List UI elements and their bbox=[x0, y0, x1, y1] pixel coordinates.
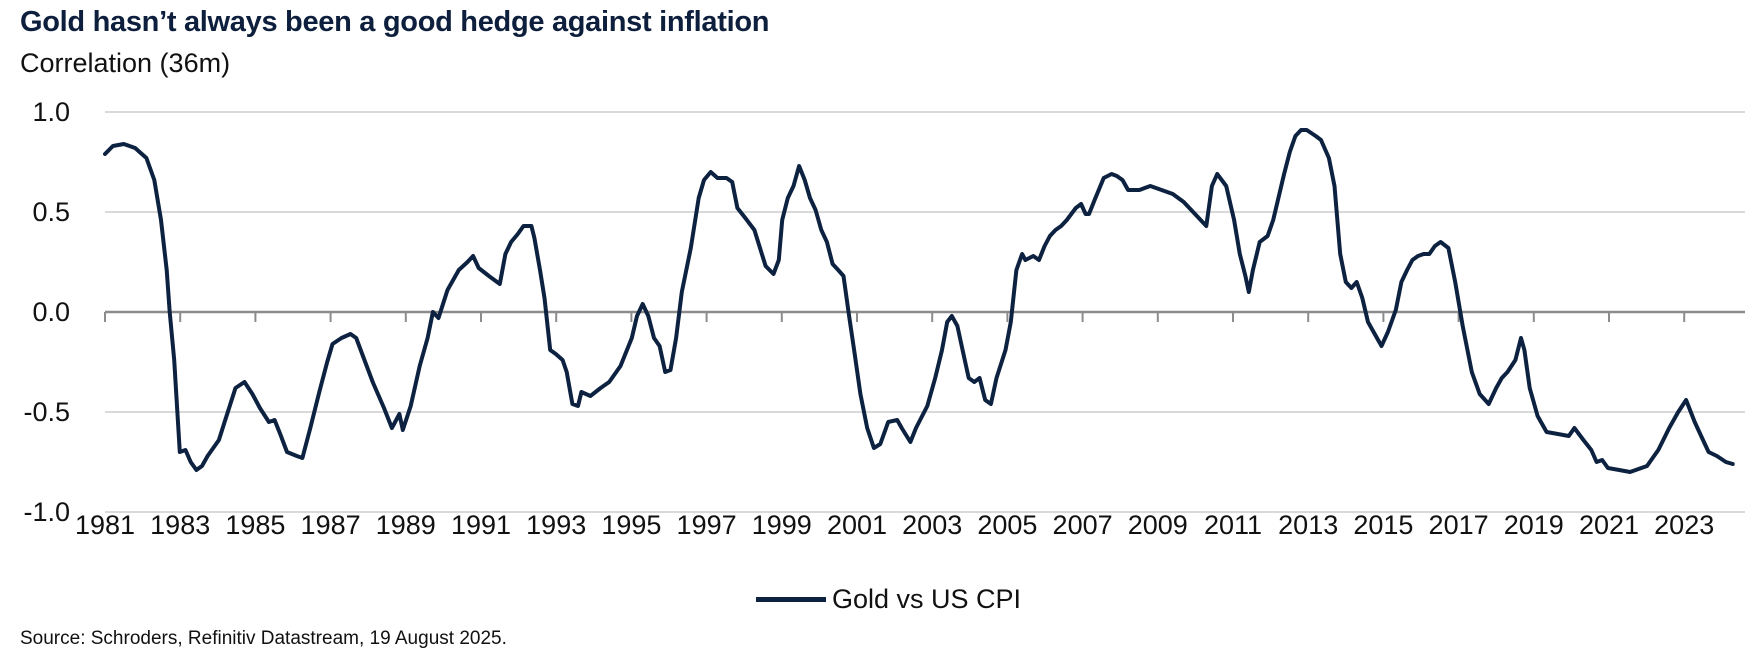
x-tick-label: 2011 bbox=[1204, 510, 1262, 540]
x-tick-label: 1991 bbox=[451, 510, 511, 540]
legend-swatch-gold-vs-us-cpi bbox=[756, 597, 826, 602]
x-tick-label: 2003 bbox=[902, 510, 962, 540]
series-line-gold-vs-us-cpi bbox=[103, 128, 1735, 474]
x-tick-label: 2017 bbox=[1429, 510, 1489, 540]
y-tick-label: 1.0 bbox=[32, 97, 70, 127]
x-tick-label: 2015 bbox=[1353, 510, 1413, 540]
x-tick-label: 1983 bbox=[150, 510, 210, 540]
x-tick-label: 1995 bbox=[601, 510, 661, 540]
x-tick-label: 2013 bbox=[1278, 510, 1338, 540]
x-tick-label: 2009 bbox=[1128, 510, 1188, 540]
y-axis-ticks: 1.0 0.5 0.0 -0.5 -1.0 bbox=[23, 97, 70, 527]
x-tick-label: 1985 bbox=[225, 510, 285, 540]
x-tick-label: 1987 bbox=[301, 510, 361, 540]
y-tick-label: -1.0 bbox=[23, 497, 70, 527]
legend-label: Gold vs US CPI bbox=[832, 584, 1022, 614]
x-tick-label: 2007 bbox=[1053, 510, 1113, 540]
chart-subtitle: Correlation (36m) bbox=[20, 48, 231, 78]
x-tick-label: 2001 bbox=[827, 510, 887, 540]
x-tick-label: 2005 bbox=[977, 510, 1037, 540]
x-tick-label: 2023 bbox=[1654, 510, 1714, 540]
x-tick-label: 1999 bbox=[752, 510, 812, 540]
x-tick-label: 1997 bbox=[677, 510, 737, 540]
x-tick-label: 2019 bbox=[1504, 510, 1564, 540]
x-tick-label: 1981 bbox=[75, 510, 135, 540]
y-tick-label: -0.5 bbox=[23, 397, 70, 427]
legend: Gold vs US CPI bbox=[756, 584, 1021, 615]
series-layer bbox=[103, 128, 1735, 474]
x-tick-label: 2021 bbox=[1579, 510, 1639, 540]
x-tick-label: 1993 bbox=[526, 510, 586, 540]
y-tick-label: 0.0 bbox=[32, 297, 70, 327]
source-note: Source: Schroders, Refinitiv Datastream,… bbox=[20, 628, 507, 649]
x-tick-label: 1989 bbox=[376, 510, 436, 540]
y-tick-label: 0.5 bbox=[32, 197, 70, 227]
chart-title: Gold hasn’t always been a good hedge aga… bbox=[20, 6, 770, 38]
x-axis: 1981 1983 1985 1987 1989 1991 1993 1995 1997 1999… bbox=[75, 310, 1745, 540]
